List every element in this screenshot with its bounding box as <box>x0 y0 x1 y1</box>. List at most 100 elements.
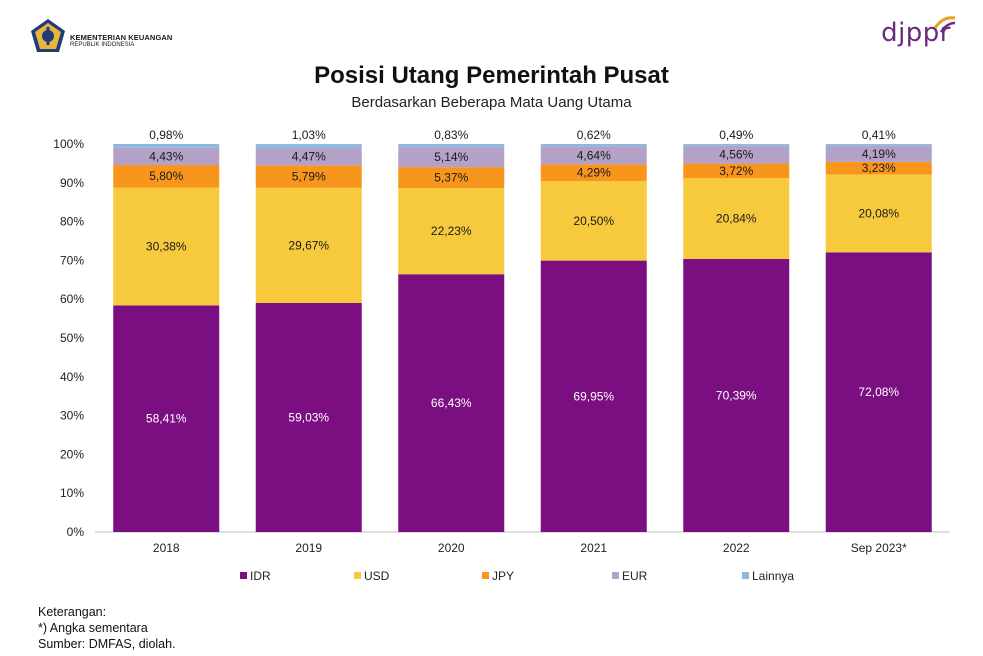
bar-jpy-4 <box>683 163 790 179</box>
data-label-jpy-5: 3,23% <box>862 161 896 175</box>
data-label-idr-0: 58,41% <box>146 412 187 426</box>
bar-eur-5 <box>825 145 932 162</box>
bar-idr-3 <box>540 260 647 532</box>
bar-eur-0 <box>113 147 220 165</box>
bar-idr-5 <box>825 252 932 533</box>
brand-mark-icon <box>933 16 956 33</box>
bar-lainnya-1 <box>255 144 362 149</box>
bar-jpy-2 <box>398 167 505 188</box>
bar-usd-1 <box>255 187 362 303</box>
y-tick-label: 80% <box>60 215 84 229</box>
data-label-idr-3: 69,95% <box>573 389 614 403</box>
x-tick-label: 2018 <box>153 541 180 555</box>
legend-swatch-lainnya <box>742 572 749 579</box>
bar-idr-4 <box>683 258 790 532</box>
data-label-idr-1: 59,03% <box>288 410 329 424</box>
y-tick-label: 40% <box>60 370 84 384</box>
legend-label-jpy: JPY <box>492 569 514 583</box>
bar-jpy-5 <box>825 161 932 175</box>
data-label-jpy-4: 3,72% <box>719 164 753 178</box>
x-tick-label: 2021 <box>580 541 607 555</box>
x-tick-label: 2020 <box>438 541 465 555</box>
stacked-bar-chart: 0% 10% 20% 30% 40% 50% 60% 70% 80% 90% 100% 58,41% 3… <box>53 128 950 583</box>
org-line2: REPUBLIK INDONESIA <box>70 42 135 49</box>
bar-usd-0 <box>113 187 220 306</box>
data-label-usd-3: 20,50% <box>573 214 614 228</box>
data-label-lainnya-3: 0,62% <box>577 128 611 142</box>
legend-swatch-eur <box>612 572 619 579</box>
y-tick-label: 70% <box>60 253 84 267</box>
data-label-lainnya-1: 1,03% <box>292 128 326 142</box>
data-label-jpy-3: 4,29% <box>577 166 611 180</box>
data-label-usd-4: 20,84% <box>716 211 757 225</box>
bar-lainnya-5 <box>825 144 932 146</box>
y-tick-label: 60% <box>60 292 84 306</box>
bar-eur-3 <box>540 146 647 165</box>
bar-usd-5 <box>825 174 932 253</box>
data-label-idr-5: 72,08% <box>858 385 899 399</box>
data-label-usd-1: 29,67% <box>288 238 329 252</box>
y-tick-label: 90% <box>60 176 84 190</box>
legend-swatch-usd <box>354 572 361 579</box>
data-label-idr-4: 70,39% <box>716 388 757 402</box>
bar-usd-3 <box>540 181 647 261</box>
data-label-jpy-0: 5,80% <box>149 169 183 183</box>
bar-jpy-0 <box>113 164 220 188</box>
bar-lainnya-2 <box>398 144 505 148</box>
y-tick-label: 0% <box>67 525 85 539</box>
y-tick-label: 10% <box>60 486 84 500</box>
bar-lainnya-3 <box>540 144 647 147</box>
x-tick-label: 2022 <box>723 541 750 555</box>
org-line1: KEMENTERIAN KEUANGAN <box>70 33 173 42</box>
bar-lainnya-4 <box>683 144 790 146</box>
notes-line-source: Sumber: DMFAS, diolah. <box>38 637 176 651</box>
data-label-eur-1: 4,47% <box>292 150 326 164</box>
data-label-eur-3: 4,64% <box>577 148 611 162</box>
data-label-usd-2: 22,23% <box>431 224 472 238</box>
data-label-idr-2: 66,43% <box>431 396 472 410</box>
x-tick-label: 2019 <box>295 541 322 555</box>
data-label-jpy-1: 5,79% <box>292 170 326 184</box>
bar-eur-1 <box>255 148 362 166</box>
bar-idr-1 <box>255 302 362 532</box>
bar-usd-2 <box>398 187 505 275</box>
y-tick-label: 20% <box>60 447 84 461</box>
bar-jpy-1 <box>255 165 362 188</box>
chart-notes: Keterangan: *) Angka sementara Sumber: D… <box>38 604 176 652</box>
brand-logo: djppr <box>881 16 956 48</box>
bar-eur-2 <box>398 147 505 168</box>
legend-label-idr: IDR <box>250 569 271 583</box>
bar-lainnya-0 <box>113 144 220 148</box>
bar-idr-0 <box>113 305 220 532</box>
legend-label-usd: USD <box>364 569 390 583</box>
legend-label-lainnya: Lainnya <box>752 569 794 583</box>
legend-swatch-idr <box>240 572 247 579</box>
data-label-lainnya-0: 0,98% <box>149 128 183 142</box>
notes-heading: Keterangan: <box>38 605 107 619</box>
bar-idr-2 <box>398 274 505 532</box>
data-label-usd-5: 20,08% <box>858 206 899 220</box>
x-tick-label: Sep 2023* <box>851 541 907 555</box>
bar-usd-4 <box>683 178 790 259</box>
data-label-eur-2: 5,14% <box>434 150 468 164</box>
data-label-lainnya-2: 0,83% <box>434 128 468 142</box>
organization-name: KEMENTERIAN KEUANGAN REPUBLIK INDONESIA <box>70 33 173 49</box>
bar-eur-4 <box>683 145 790 164</box>
legend-label-eur: EUR <box>622 569 648 583</box>
y-tick-label: 30% <box>60 409 84 423</box>
data-label-lainnya-5: 0,41% <box>862 128 896 142</box>
ministry-emblem-icon <box>31 19 65 52</box>
y-tick-label: 50% <box>60 331 84 345</box>
data-label-eur-0: 4,43% <box>149 149 183 163</box>
data-label-jpy-2: 5,37% <box>434 171 468 185</box>
legend-swatch-jpy <box>482 572 489 579</box>
chart-title: Posisi Utang Pemerintah Pusat <box>314 62 669 89</box>
y-tick-label: 100% <box>53 137 84 151</box>
data-label-eur-4: 4,56% <box>719 148 753 162</box>
bar-jpy-3 <box>540 164 647 182</box>
data-label-eur-5: 4,19% <box>862 147 896 161</box>
data-label-usd-0: 30,38% <box>146 239 187 253</box>
data-label-lainnya-4: 0,49% <box>719 128 753 142</box>
notes-line-provisional: *) Angka sementara <box>38 621 148 635</box>
chart-subtitle: Berdasarkan Beberapa Mata Uang Utama <box>351 94 632 111</box>
